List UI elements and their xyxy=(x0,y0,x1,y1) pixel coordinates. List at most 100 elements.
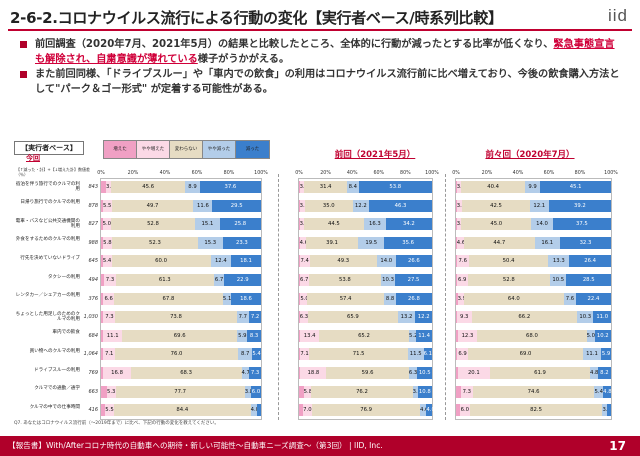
bar-row: 5.0 52.8 15.1 25.8 xyxy=(101,218,261,231)
row-label: 日帰り旅行でのクルマの利用 xyxy=(20,200,80,206)
bar-segment: 12.2 xyxy=(352,199,370,212)
bar-segment xyxy=(456,404,461,417)
bar-segment: 29.5 xyxy=(212,199,261,212)
bar-segment: 6.7 xyxy=(299,274,309,286)
bar-segment: 73.8 xyxy=(115,311,237,324)
bar-segment: 6.9 xyxy=(456,274,468,286)
bar-segment: 3.0 xyxy=(456,181,465,193)
bar-segment xyxy=(101,236,103,249)
bar-segment: 9.9 xyxy=(524,181,541,193)
row-label: クルマの中での仕事時間 xyxy=(29,404,80,410)
row-label: ドライブスルーの利用 xyxy=(34,367,80,373)
bar-segment: 3.0 xyxy=(456,218,465,231)
bar-segment: 35.6 xyxy=(384,236,432,249)
bar-row: 6.7 53.8 10.3 27.5 xyxy=(299,274,432,286)
bar-row: 18.8 59.6 6.3 10.5 xyxy=(299,367,432,379)
page-number: 17 xyxy=(609,439,626,453)
row-label: レンタカー／シェアカーの利用 xyxy=(15,293,80,299)
bar-segment: 6.7 xyxy=(213,274,225,286)
row-sample-size: 416 xyxy=(88,407,98,414)
bar-segment xyxy=(299,292,301,305)
bullet-text: また前回同様、「ドライブスルー」や「車内での飲食」の利用はコロナウイルス流行前に… xyxy=(35,69,620,95)
bar-segment: 44.7 xyxy=(464,236,535,249)
bar-row: 7.1 76.0 8.7 5.4 xyxy=(101,348,261,361)
bar-segment: 61.9 xyxy=(490,367,590,379)
company-logo: iid xyxy=(607,6,628,25)
bar-segment: 67.8 xyxy=(114,292,223,305)
bar-segment: 6.1 xyxy=(423,348,432,361)
axis-tick: 60% xyxy=(373,171,385,176)
bar-segment xyxy=(101,385,107,398)
panel-separator xyxy=(278,174,279,420)
bar-segment: 44.5 xyxy=(303,218,364,231)
bar-segment: 23.3 xyxy=(222,236,261,249)
bar-segment: 7.1 xyxy=(103,348,115,361)
bar-segment: 3.9 xyxy=(457,292,466,305)
bar-row: 6.082.53.0 xyxy=(456,404,611,417)
row-sample-size: 1,064 xyxy=(83,351,98,358)
bar-row: 5.0 57.4 8.8 26.8 xyxy=(299,292,432,305)
bar-segment xyxy=(299,348,300,361)
bar-segment xyxy=(101,311,104,324)
bar-segment: 14.0 xyxy=(376,255,396,268)
bar-row: 3.144.516.334.2 xyxy=(299,218,432,231)
axis-tick: 20% xyxy=(127,171,139,176)
bar-segment: 26.8 xyxy=(395,292,432,305)
bar-segment: 5.0 xyxy=(586,329,595,342)
bullet-2: また前回同様、「ドライブスルー」や「車内での飲食」の利用はコロナウイルス流行前に… xyxy=(20,68,620,97)
row-sample-size: 663 xyxy=(88,388,98,395)
panel-frame-current xyxy=(100,178,262,420)
bar-segment: 11.0 xyxy=(593,311,611,324)
bar-segment: 45.1 xyxy=(540,181,611,193)
bar-row: 3.331.48.453.8 xyxy=(299,181,432,193)
bar-row: 3.5 42.5 12.1 39.2 xyxy=(456,199,611,212)
panel-separator xyxy=(445,174,446,420)
bar-segment xyxy=(456,385,461,398)
bar-segment: 7.7 xyxy=(236,311,250,324)
axis-tick: 80% xyxy=(223,171,235,176)
bar-segment xyxy=(456,274,457,286)
bar-segment: 74.6 xyxy=(472,385,595,398)
bar-segment: 4.6 xyxy=(299,236,308,249)
bar-row: 7.1 71.5 11.5 6.1 xyxy=(299,348,432,361)
row-label: 買い物へのクルマの利用 xyxy=(29,348,80,354)
bar-segment: 25.8 xyxy=(219,218,261,231)
bar-segment xyxy=(101,329,104,342)
bar-segment xyxy=(101,181,107,193)
bar-row: 11.1 69.6 5.9 8.3 xyxy=(101,329,261,342)
legend-decrease: 減った xyxy=(236,141,269,158)
bar-segment: 3.0 xyxy=(602,404,611,417)
bar-segment: 7.4 xyxy=(299,255,310,268)
bar-row: 7.3 73.8 7.7 7.2 xyxy=(101,311,261,324)
bar-segment: 7.3 xyxy=(249,367,261,379)
bar-segment: 5.4 xyxy=(102,255,112,268)
bar-segment xyxy=(101,348,104,361)
summary-bullets: 前回調査（2020年7月、2021年5月）の結果と比較したところ、全体的に行動が… xyxy=(20,38,620,98)
row-label: 電車・バスなど公共交通機関の利用 xyxy=(15,218,80,230)
bar-segment xyxy=(456,181,457,193)
bar-segment: 7.3 xyxy=(103,311,116,324)
axis-tick: 0% xyxy=(452,171,460,176)
bar-segment: 37.6 xyxy=(199,181,261,193)
bar-segment: 53.8 xyxy=(358,181,432,193)
bar-segment: 3.8 xyxy=(412,385,421,398)
bar-row: 5.8 52.3 15.3 23.3 xyxy=(101,236,261,249)
bar-segment: 5.0 xyxy=(300,292,309,305)
bar-segment xyxy=(456,292,458,305)
axis-tick: 40% xyxy=(159,171,171,176)
bar-segment: 12.2 xyxy=(415,311,432,324)
bar-segment: 11.1 xyxy=(103,329,122,342)
bar-segment xyxy=(101,218,103,231)
row-label: 車内での飲食 xyxy=(52,330,80,336)
bar-segment: 76.9 xyxy=(312,404,420,417)
bar-row: 13.4 65.2 5.2 11.4 xyxy=(299,329,432,342)
panel-frame-before xyxy=(455,178,612,420)
bar-segment: 28.5 xyxy=(566,274,611,286)
row-sample-size: 878 xyxy=(88,202,98,209)
bar-segment: 4.7 xyxy=(241,367,250,379)
row-label: ちょっとした用足しのためのクルマの利用 xyxy=(15,311,80,323)
bar-segment: 40.4 xyxy=(461,181,525,193)
bar-segment: 8.3 xyxy=(247,329,261,342)
bar-row: 5.3 77.7 3.8 6.0 xyxy=(101,385,261,398)
bar-row: 3.9 35.0 12.2 46.3 xyxy=(299,199,432,212)
